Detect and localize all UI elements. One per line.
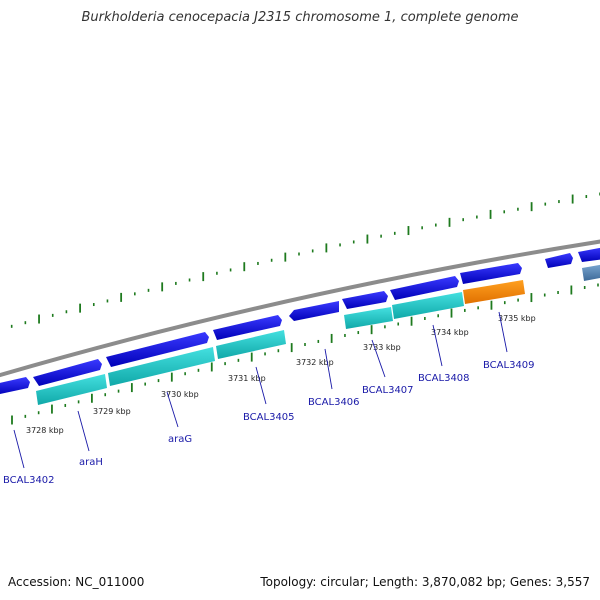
gene-label[interactable]: araG bbox=[168, 434, 192, 445]
genome-backbone bbox=[0, 239, 600, 378]
cds-arrow[interactable] bbox=[390, 276, 459, 300]
genes-label: Genes: bbox=[509, 575, 552, 589]
length-value: 3,870,082 bp bbox=[421, 575, 502, 589]
gene-label[interactable]: BCAL3409 bbox=[483, 360, 535, 371]
scale-label: 3730 kbp bbox=[161, 390, 199, 399]
scale-label: 3732 kbp bbox=[296, 358, 334, 367]
scale-label: 3735 kbp bbox=[498, 314, 536, 323]
gene-label[interactable]: araH bbox=[79, 457, 103, 468]
gene-track bbox=[36, 264, 600, 405]
other-feature-block[interactable] bbox=[582, 264, 600, 281]
gene-label[interactable]: BCAL3407 bbox=[362, 385, 414, 396]
cds-arrow[interactable] bbox=[0, 377, 30, 395]
gene-block[interactable] bbox=[216, 330, 286, 359]
scale-label: 3729 kbp bbox=[93, 407, 131, 416]
scale-label: 3734 kbp bbox=[431, 328, 469, 337]
leader-line bbox=[166, 391, 179, 428]
upper-tick-track bbox=[10, 192, 600, 328]
cds-arrow[interactable] bbox=[460, 263, 522, 284]
map-title: Burkholderia cenocepacia J2315 chromosom… bbox=[81, 10, 519, 25]
cds-arrow[interactable] bbox=[289, 301, 339, 321]
leader-line bbox=[13, 429, 25, 469]
gene-block[interactable] bbox=[344, 307, 393, 329]
gene-block[interactable] bbox=[36, 374, 107, 405]
gene-label[interactable]: BCAL3406 bbox=[308, 397, 360, 408]
label-leaders bbox=[13, 311, 508, 469]
cds-arrow[interactable] bbox=[33, 359, 102, 386]
genes-value: 3,557 bbox=[555, 575, 590, 589]
cds-arrow[interactable] bbox=[342, 291, 388, 309]
genome-summary: Topology: circular; Length: 3,870,082 bp… bbox=[260, 575, 590, 589]
lower-tick-track bbox=[11, 283, 599, 425]
leader-line bbox=[324, 348, 333, 390]
scale-label: 3731 kbp bbox=[228, 374, 266, 383]
gene-block[interactable] bbox=[108, 347, 215, 386]
accession-info: Accession: NC_011000 bbox=[8, 575, 144, 589]
gene-block[interactable] bbox=[392, 292, 464, 319]
leader-line bbox=[255, 366, 267, 405]
cds-arrow[interactable] bbox=[578, 247, 600, 262]
accession-label: Accession: bbox=[8, 575, 72, 589]
leader-line bbox=[77, 410, 90, 452]
cds-arrow[interactable] bbox=[545, 253, 573, 268]
cds-arrow[interactable] bbox=[106, 332, 209, 367]
accession-value: NC_011000 bbox=[75, 575, 145, 589]
topology-value: circular bbox=[320, 575, 365, 589]
leader-line bbox=[432, 324, 443, 367]
cds-arrow[interactable] bbox=[213, 315, 282, 340]
gene-block-highlight[interactable] bbox=[463, 280, 525, 304]
forward-strand bbox=[0, 247, 600, 395]
gene-label[interactable]: BCAL3402 bbox=[3, 475, 55, 486]
scale-labels: 3728 kbp 3729 kbp 3730 kbp 3731 kbp 3732… bbox=[26, 314, 536, 435]
scale-label: 3728 kbp bbox=[26, 426, 64, 435]
gene-labels: BCAL3402 araH araG BCAL3405 BCAL3406 BCA… bbox=[3, 360, 535, 486]
leader-line bbox=[371, 339, 386, 378]
gene-label[interactable]: BCAL3405 bbox=[243, 412, 295, 423]
leader-line bbox=[498, 311, 508, 353]
topology-label: Topology: bbox=[260, 575, 317, 589]
gene-label[interactable]: BCAL3408 bbox=[418, 373, 470, 384]
length-label: Length: bbox=[372, 575, 419, 589]
scale-label: 3733 kbp bbox=[363, 343, 401, 352]
